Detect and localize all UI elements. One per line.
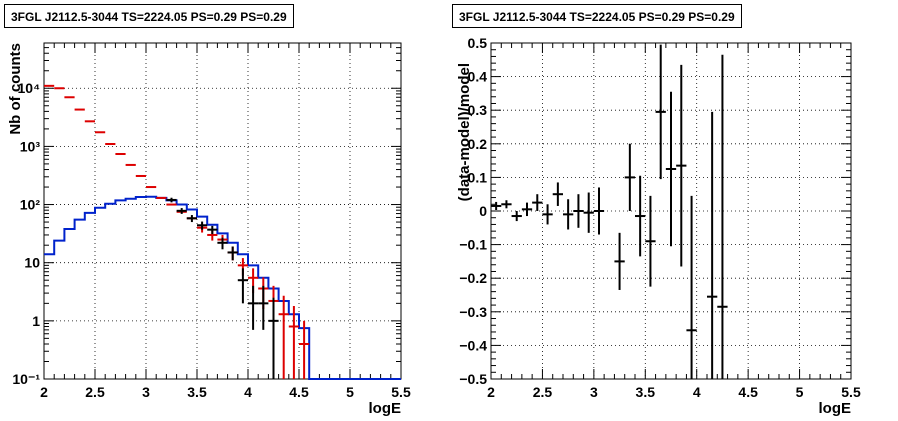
y-tick-label: 10 [24,255,40,271]
x-tick-label: 4.5 [289,384,309,400]
x-tick-label: 4.5 [738,384,758,400]
x-tick-label: 3.5 [636,384,656,400]
y-tick-label: 0.3 [468,102,488,118]
counts-panel: 3FGL J2112.5-3044 TS=2224.05 PS=0.29 PS=… [4,4,411,417]
residuals-panel: 3FGL J2112.5-3044 TS=2224.05 PS=0.29 PS=… [449,0,898,421]
x-tick-label: 5.5 [841,384,861,400]
y-tick-label: −0.5 [459,371,487,387]
y-tick-label: −0.1 [459,237,487,253]
x-tick-label: 2 [487,384,495,400]
x-tick-label: 5 [796,384,804,400]
model-histogram [44,195,401,380]
x-tick-label: 3 [590,384,598,400]
x-tick-label: 2 [40,384,48,400]
y-tick-label: −0.4 [459,337,487,353]
x-tick-label: 4 [244,384,252,400]
plot-frame [43,42,402,380]
x-tick-label: 4 [693,384,701,400]
x-axis-label: logE [819,400,852,417]
counts-chart-title: 3FGL J2112.5-3044 TS=2224.05 PS=0.29 PS=… [4,4,294,28]
y-tick-label: 0.4 [468,69,488,85]
x-tick-label: 2.5 [85,384,105,400]
y-tick-label: 0 [479,203,487,219]
y-tick-label: 0.5 [468,35,488,51]
y-tick-label: −0.2 [459,270,487,286]
y-tick-label: 10³ [20,138,41,154]
y-tick-label: −0.3 [459,304,487,320]
y-axis-label: Nb of counts [7,43,24,135]
residuals-chart-title: 3FGL J2112.5-3044 TS=2224.05 PS=0.29 PS=… [452,4,742,28]
x-axis-label: logE [369,400,402,417]
x-tick-label: 3 [142,384,150,400]
y-tick-label: 10⁻¹ [12,371,40,387]
y-tick-label: 10² [20,197,41,213]
residuals-chart: 2 2.5 3 3.5 4 4.5 5 5.5 −0.5 −0.4 −0.3 −0.2 −0.1 0 0.1… [456,35,861,417]
x-tick-label: 5.5 [391,384,411,400]
x-tick-label: 2.5 [533,384,553,400]
y-tick-label: 10⁴ [18,80,41,96]
y-tick-label: 0.2 [468,136,488,152]
x-tick-label: 3.5 [187,384,207,400]
y-tick-label: 1 [32,313,40,329]
counts-chart: 2 2.5 3 3.5 4 4.5 5 5.5 10⁻¹ 1 10 10² 10³ 10⁴ logE Nb o… [7,42,411,417]
y-axis-label: (data-model)/model [456,63,473,201]
x-tick-label: 5 [346,384,354,400]
y-tick-label: 0.1 [468,169,488,185]
